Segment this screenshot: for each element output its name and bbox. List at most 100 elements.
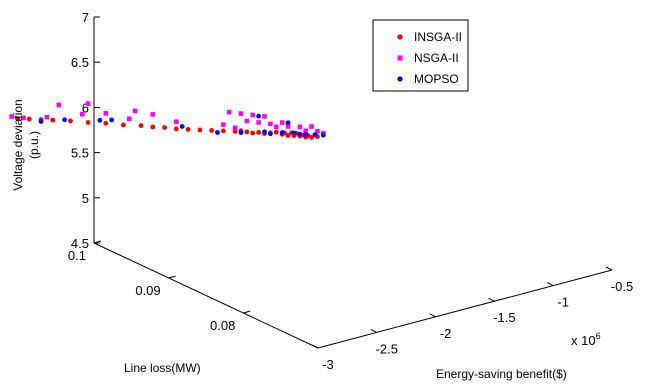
- x-exponent-power: 6: [596, 331, 601, 341]
- point-insga-ii: [185, 127, 191, 132]
- point-nsga-ii: [256, 120, 261, 125]
- legend-label-nsga-ii: NSGA-II: [414, 51, 459, 65]
- point-insga-ii: [162, 125, 167, 130]
- point-nsga-ii: [315, 128, 320, 134]
- point-nsga-ii: [150, 112, 156, 117]
- y-tick-mark: [168, 275, 176, 279]
- point-nsga-ii: [79, 111, 85, 117]
- z-axis-label-line1: Voltage deviation: [11, 99, 25, 190]
- legend-entry-insga-ii: INSGA-II: [397, 30, 462, 44]
- point-insga-ii: [138, 123, 144, 129]
- point-nsga-ii: [309, 124, 314, 129]
- point-insga-ii: [256, 130, 262, 135]
- point-mopso: [97, 117, 103, 123]
- point-nsga-ii: [221, 122, 226, 127]
- point-nsga-ii: [268, 121, 273, 127]
- x-tick-label: -2: [440, 326, 452, 341]
- point-insga-ii: [250, 130, 256, 136]
- axes: [93, 16, 613, 349]
- point-nsga-ii: [21, 115, 26, 121]
- point-insga-ii: [273, 129, 279, 135]
- point-insga-ii: [121, 122, 126, 128]
- point-mopso: [256, 113, 262, 119]
- z-tick-label: 5: [82, 191, 89, 206]
- x-axis-label: Energy-saving benefit($): [436, 367, 567, 381]
- legend-entry-nsga-ii: NSGA-II: [397, 51, 459, 65]
- point-insga-ii: [209, 128, 215, 133]
- point-mopso: [38, 119, 44, 124]
- y-axis-line: [93, 242, 319, 349]
- point-nsga-ii: [126, 116, 132, 122]
- point-nsga-ii: [279, 120, 285, 125]
- legend: INSGA-II NSGA-II MOPSO: [372, 19, 469, 92]
- point-insga-ii: [85, 120, 91, 125]
- y-tick-label: 0.08: [210, 318, 235, 333]
- point-nsga-ii: [250, 112, 256, 118]
- point-mopso: [279, 130, 285, 135]
- point-mopso: [62, 117, 67, 123]
- x-tick-mark: [488, 297, 495, 302]
- point-nsga-ii: [297, 124, 303, 130]
- z-tick-label: 7: [82, 10, 89, 25]
- point-insga-ii: [103, 120, 109, 126]
- legend-marker-nsga-ii: [397, 55, 403, 61]
- point-insga-ii: [232, 129, 238, 134]
- x-tick-mark: [429, 313, 436, 318]
- point-insga-ii: [150, 124, 156, 130]
- point-nsga-ii: [262, 114, 267, 119]
- y-tick-mark: [243, 310, 251, 314]
- x-tick-label: -0.5: [611, 279, 633, 294]
- x-axis-line: [317, 269, 613, 349]
- legend-box: [372, 19, 469, 92]
- z-tick-label: 4.5: [71, 236, 89, 251]
- y-tick-label: 0.09: [135, 283, 160, 298]
- z-tick-label: 6.5: [71, 55, 89, 70]
- point-insga-ii: [285, 133, 291, 138]
- z-axis-label-line2: (p.u.): [27, 131, 41, 159]
- z-tick-label: 5.5: [71, 146, 89, 161]
- y-axis-label: Line loss(MW): [124, 361, 201, 375]
- point-insga-ii: [244, 129, 250, 135]
- x-exponent-base: x 10: [571, 333, 596, 348]
- point-mopso: [238, 130, 244, 135]
- x-tick-label: -1: [557, 295, 569, 310]
- point-mopso: [320, 132, 326, 138]
- x-tick-mark: [605, 266, 613, 271]
- point-nsga-ii: [244, 118, 250, 124]
- legend-label-insga-ii: INSGA-II: [414, 30, 462, 44]
- x-tick-label: -3: [322, 357, 334, 372]
- legend-label-mopso: MOPSO: [414, 72, 459, 86]
- y-tick-label: 0.1: [68, 248, 86, 263]
- point-nsga-ii: [132, 108, 138, 114]
- x-tick-mark: [311, 344, 319, 349]
- point-mopso: [215, 130, 220, 135]
- y-tick-mark: [93, 240, 102, 244]
- point-nsga-ii: [85, 101, 91, 106]
- point-nsga-ii: [174, 119, 179, 125]
- point-mopso: [262, 129, 267, 135]
- point-nsga-ii: [285, 124, 291, 129]
- point-insga-ii: [197, 127, 203, 133]
- point-insga-ii: [26, 116, 32, 122]
- point-nsga-ii: [226, 109, 232, 115]
- x-exponent-label: x 106: [571, 331, 601, 348]
- point-mopso: [109, 117, 115, 123]
- point-insga-ii: [15, 116, 20, 122]
- z-tick-label: 6: [82, 100, 89, 115]
- point-mopso: [285, 120, 291, 126]
- legend-marker-insga-ii: [397, 34, 403, 40]
- point-nsga-ii: [303, 128, 308, 134]
- point-mopso: [312, 132, 318, 138]
- point-mopso: [303, 132, 309, 137]
- point-mopso: [291, 130, 297, 136]
- point-insga-ii: [220, 128, 226, 134]
- point-nsga-ii: [232, 125, 238, 131]
- point-nsga-ii: [9, 114, 14, 119]
- x-tick-mark: [370, 328, 378, 333]
- point-mopso: [297, 131, 303, 137]
- point-nsga-ii: [103, 111, 109, 116]
- point-mopso: [179, 124, 185, 129]
- x-tick-label: -1.5: [493, 310, 515, 325]
- point-nsga-ii: [44, 114, 50, 120]
